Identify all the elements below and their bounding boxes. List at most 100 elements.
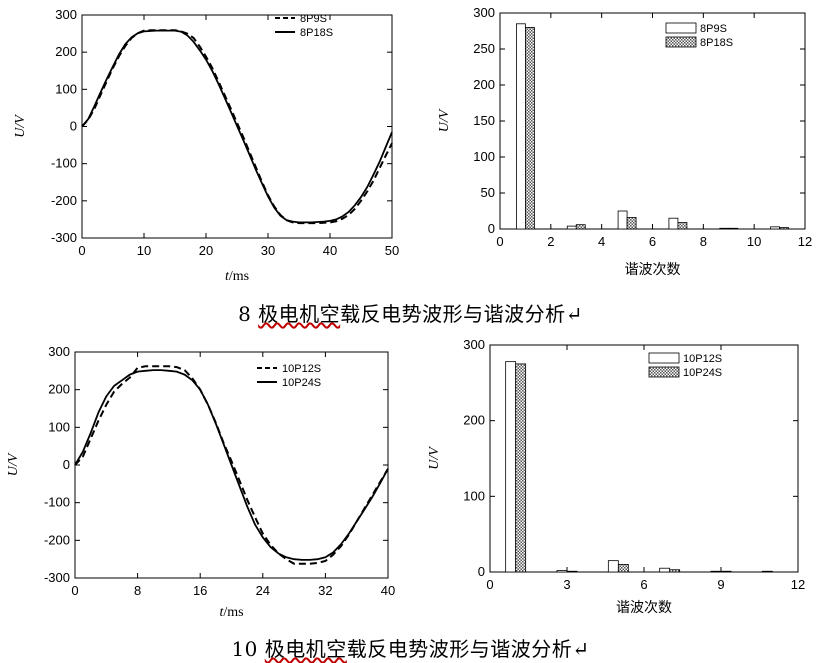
y-tick-label: -200 <box>44 532 70 547</box>
y-tick-label: 200 <box>48 382 70 397</box>
bar-8P18S-h7 <box>677 222 688 230</box>
y-tick-label: 300 <box>463 337 485 352</box>
bar-8P9S-h7 <box>668 217 679 230</box>
x-tick-label: 6 <box>649 234 656 249</box>
x-tick-label: 30 <box>261 243 275 258</box>
y-tick-label: -300 <box>51 230 77 245</box>
y-tick-label: -300 <box>44 570 70 585</box>
bar-8P18S-h9 <box>728 227 739 230</box>
legend-label-10P12S: 10P12S <box>282 363 321 375</box>
x-tick-label: 2 <box>547 234 554 249</box>
bar-10P12S-h3 <box>556 570 568 573</box>
series-line-8P18S <box>81 29 393 224</box>
x-tick-label: 9 <box>717 577 724 592</box>
bar-8P9S-h5 <box>617 210 628 230</box>
y-tick-label: 100 <box>463 488 485 503</box>
y-tick-label: 300 <box>55 7 77 22</box>
bar-8P18S-h1 <box>525 26 535 230</box>
bar-8P9S-h11 <box>770 226 780 230</box>
legend-swatch-10P24S <box>648 366 680 378</box>
x-tick-label: 8 <box>134 583 141 598</box>
chart-wave8: 0 10 20 30 40 50 -300 -200 -100 0 100 200 300 U/V t/ms… <box>13 7 399 284</box>
x-tick-label: 32 <box>318 583 332 598</box>
y-axis-label: U/V <box>6 452 21 476</box>
chart-wave10: 0 8 16 24 32 40 -300 -200 -100 0 100 200 300 U/V t/ms 1… <box>6 344 395 620</box>
x-tick-label: 24 <box>256 583 270 598</box>
legend-swatch-10P12S <box>648 352 680 364</box>
y-tick-label: -200 <box>51 193 77 208</box>
x-tick-label: 3 <box>563 577 570 592</box>
y-tick-label: 250 <box>473 41 495 56</box>
caption-bottom-prefix: 10 <box>231 637 265 661</box>
x-tick-label: 0 <box>486 577 493 592</box>
y-axis-label: U/V <box>437 108 452 132</box>
x-axis-label: t/ms <box>225 269 249 284</box>
legend-label-8P18S: 8P18S <box>700 37 733 49</box>
x-tick-label: 4 <box>598 234 605 249</box>
bar-10P24S-h5 <box>617 564 629 573</box>
x-tick-label: 12 <box>791 577 805 592</box>
y-tick-label: 100 <box>55 81 77 96</box>
legend-label-8P18S: 8P18S <box>300 27 333 39</box>
bar-10P12S-h1 <box>505 361 517 573</box>
x-axis-label: 谐波次数 <box>616 600 672 616</box>
plot-frame <box>499 12 806 230</box>
x-tick-label: 12 <box>798 234 812 249</box>
x-tick-label: 50 <box>385 243 399 258</box>
y-axis-label: U/V <box>427 446 442 470</box>
chart-harm8: 0 2 4 6 8 10 12 0 50 100 150 200 250 300 U/V 谐波次数 8P9S 8P… <box>437 5 812 278</box>
x-tick-label: 0 <box>78 243 85 258</box>
legend-label-10P12S: 10P12S <box>683 353 722 365</box>
plot-frame <box>489 344 799 573</box>
x-tick-label: 16 <box>193 583 207 598</box>
bar-10P24S-h9 <box>720 570 732 573</box>
caption-bottom-underlined: 极电机空 <box>264 637 347 661</box>
bar-8P18S-h5 <box>626 217 637 230</box>
bar-10P12S-h7 <box>659 567 671 573</box>
legend-swatch-8P9S <box>665 22 697 34</box>
y-tick-label: 300 <box>48 344 70 359</box>
y-tick-label: 0 <box>70 119 77 134</box>
bar-10P12S-h9 <box>710 570 722 573</box>
x-tick-label: 40 <box>381 583 395 598</box>
caption-bottom-rest: 载反电势波形与谐波分析↵ <box>346 637 590 661</box>
bar-8P18S-h11 <box>779 227 789 230</box>
y-tick-label: 200 <box>463 413 485 428</box>
x-tick-label: 6 <box>640 577 647 592</box>
y-tick-label: 150 <box>473 113 495 128</box>
x-tick-label: 20 <box>199 243 213 258</box>
caption-bottom: 10 极电机空载反电势波形与谐波分析↵ <box>0 633 821 662</box>
legend-label-10P24S: 10P24S <box>683 367 722 379</box>
legend-label-10P24S: 10P24S <box>282 377 321 389</box>
bar-8P9S-h1 <box>516 23 526 230</box>
y-tick-label: 0 <box>63 457 70 472</box>
x-tick-label: 40 <box>323 243 337 258</box>
y-tick-label: -100 <box>44 495 70 510</box>
y-tick-label: 300 <box>473 5 495 20</box>
x-tick-label: 0 <box>496 234 503 249</box>
x-axis-label: 谐波次数 <box>625 262 681 278</box>
bar-8P18S-h3 <box>575 224 586 230</box>
y-tick-label: 0 <box>488 221 495 236</box>
caption-top-rest: 载反电势波形与谐波分析↵ <box>340 302 583 326</box>
chart-harm10: 0 3 6 9 12 0 100 200 300 U/V 谐波次数 10P12S 10P24S <box>427 337 805 616</box>
bar-10P24S-h3 <box>566 570 578 573</box>
y-tick-label: 100 <box>48 419 70 434</box>
legend-label-8P9S: 8P9S <box>700 23 727 35</box>
bar-10P24S-h1 <box>515 363 527 573</box>
y-tick-label: 50 <box>481 185 495 200</box>
bar-8P9S-h9 <box>719 227 730 230</box>
y-tick-label: 100 <box>473 149 495 164</box>
caption-top-prefix: 8 <box>238 302 259 326</box>
caption-top: 8 极电机空载反电势波形与谐波分析↵ <box>0 298 821 327</box>
y-tick-label: -100 <box>51 156 77 171</box>
legend-swatch-8P18S <box>665 36 697 48</box>
series-line-10P12S <box>74 365 389 565</box>
y-tick-label: 200 <box>55 44 77 59</box>
x-tick-label: 10 <box>137 243 151 258</box>
bar-10P24S-h7 <box>669 569 681 573</box>
legend-label-8P9S: 8P9S <box>300 13 327 25</box>
x-tick-label: 0 <box>71 583 78 598</box>
y-tick-label: 0 <box>478 564 485 579</box>
